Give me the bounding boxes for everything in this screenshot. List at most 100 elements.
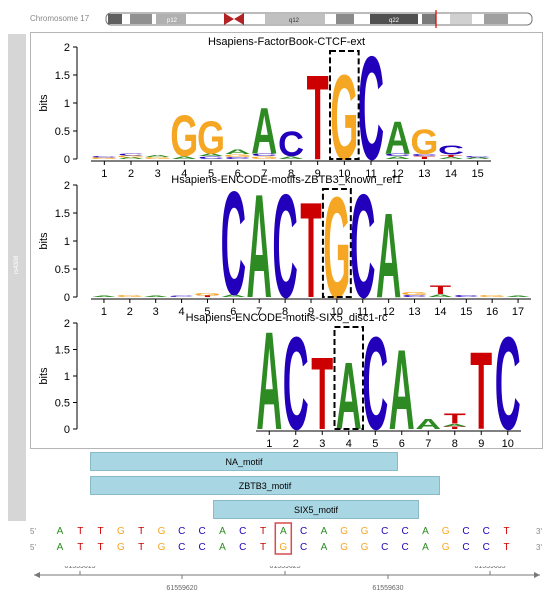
logo-letter-A: A [438,156,464,159]
position-label: 7 [425,438,431,447]
chromosome-ideogram[interactable]: p12 q12 q22 [100,10,540,28]
sequence-base: A [280,526,287,537]
sequence-base: C [483,526,490,537]
motif-track-na[interactable]: NA_motif [90,452,398,471]
logo-letter-C: C [118,154,144,157]
sequence-base: C [483,542,490,553]
sequence-track: 5' A T T G T G C C A C T A C A G G C C A G C C T 3'5' A T T G T G C C A C T… [30,522,542,555]
sequence-logo-panel: Hsapiens-FactorBook-CTCF-ext 0 0.5 1 1.5 2 bi… [30,32,543,449]
position-label: 2 [127,306,133,317]
strand-start-label: 5' [30,527,36,536]
logo-letter-C: C [358,43,384,179]
chromosome-label: Chromosome 17 [30,14,90,23]
y-tick-label: 2 [64,43,70,54]
sequence-base: G [442,526,450,537]
logo-letter-C: C [272,181,297,317]
logo-letter-A: A [376,188,401,317]
sequence-base: T [98,526,104,537]
y-tick-label: 0 [64,424,70,436]
position-label: 1 [266,438,272,447]
sequence-base: A [219,526,226,537]
logo-letter-C: C [411,154,437,157]
sequence-base: G [361,542,369,553]
logo-letter-A: A [465,157,491,160]
position-label: 6 [230,306,236,317]
sequence-base: C [239,526,246,537]
ideogram-band [484,14,508,24]
logo-letter-G: G [197,111,225,164]
position-label: 4 [181,168,187,179]
band-label-p12: p12 [167,18,178,24]
ideogram-band [130,14,152,24]
sequence-base: T [98,542,104,553]
sequence-base: G [340,542,348,553]
sequence-base: A [422,542,429,553]
logo-letter-G: G [323,181,350,317]
ideogram-band [108,14,122,24]
logo-letter-T: T [440,154,463,157]
y-tick-label: 2 [64,181,70,192]
position-label: 13 [408,306,420,317]
logo-letter-G: G [410,122,438,161]
logo-letter-A: A [442,423,468,427]
track-name-bar[interactable] [8,34,26,521]
logo-letter-A: A [278,156,304,160]
sequence-base: G [361,526,369,537]
motif-track-zbtb3[interactable]: ZBTB3_motif [90,476,440,495]
logo-letter-G: G [330,49,358,179]
variant-highlight-box [333,326,364,430]
position-label: 7 [256,306,262,317]
sequence-base: C [178,526,185,537]
position-label: 11 [365,168,376,179]
logo-letter-T: T [430,283,451,296]
logo-letter-C: C [438,142,464,157]
centromere-left [224,13,234,25]
sequence-base: C [401,542,408,553]
position-label: 6 [235,168,241,179]
logo-letter-C: C [225,156,251,159]
position-label: 12 [392,168,404,179]
logo-title-zbtb3: Hsapiens-ENCODE-motifs-ZBTB3_known_ref1 [171,174,402,186]
sequence-base: A [321,526,328,537]
position-label: 9 [478,438,484,447]
sequence-base: T [504,526,510,537]
sequence-base: G [442,542,450,553]
position-label: 14 [434,306,446,317]
motif-track-six5[interactable]: SIX5_motif [213,500,419,519]
y-tick-label: 0.5 [55,126,70,138]
sequence-base: T [77,542,83,553]
position-label: 4 [346,438,352,447]
sequence-base: C [300,542,307,553]
variant-highlight-box [329,50,360,160]
logo-letter-A: A [225,149,251,156]
logo-letter-T: T [444,426,467,430]
sequence-base: C [198,526,205,537]
position-label: 5 [208,168,214,179]
position-label: 8 [452,438,458,447]
logo-title-six5: Hsapiens-ENCODE-motifs-SIX5_disc1-rc [185,312,388,324]
axis-arrow-left [34,572,40,578]
sequence-base: C [462,526,469,537]
logo-letter-G: G [194,292,221,296]
y-tick-label: 1 [64,98,70,110]
sequence-base: G [117,542,125,553]
logo-letter-C: C [350,181,375,317]
logo-letter-G: G [117,155,145,158]
sequence-base: C [239,542,246,553]
logo-letter-C: C [198,156,224,160]
position-label: 1 [101,306,107,317]
position-label: 3 [319,438,325,447]
logo-letter-C: C [495,319,521,447]
sequence-base: C [198,542,205,553]
variant-highlight-box [321,188,352,298]
position-label: 10 [338,168,350,179]
axis-tick-label: 61559615 [64,566,95,570]
sequence-logo-ctcf: 00.511.52bits1GC2AGC3GA4AG5CAG6CGA7GCA8A… [38,43,491,179]
sequence-base: G [279,542,287,553]
logo-letter-T: T [444,410,466,427]
sequence-base: A [57,542,64,553]
track-name-label: rs4308 [14,255,20,274]
sequence-base: T [260,542,266,553]
